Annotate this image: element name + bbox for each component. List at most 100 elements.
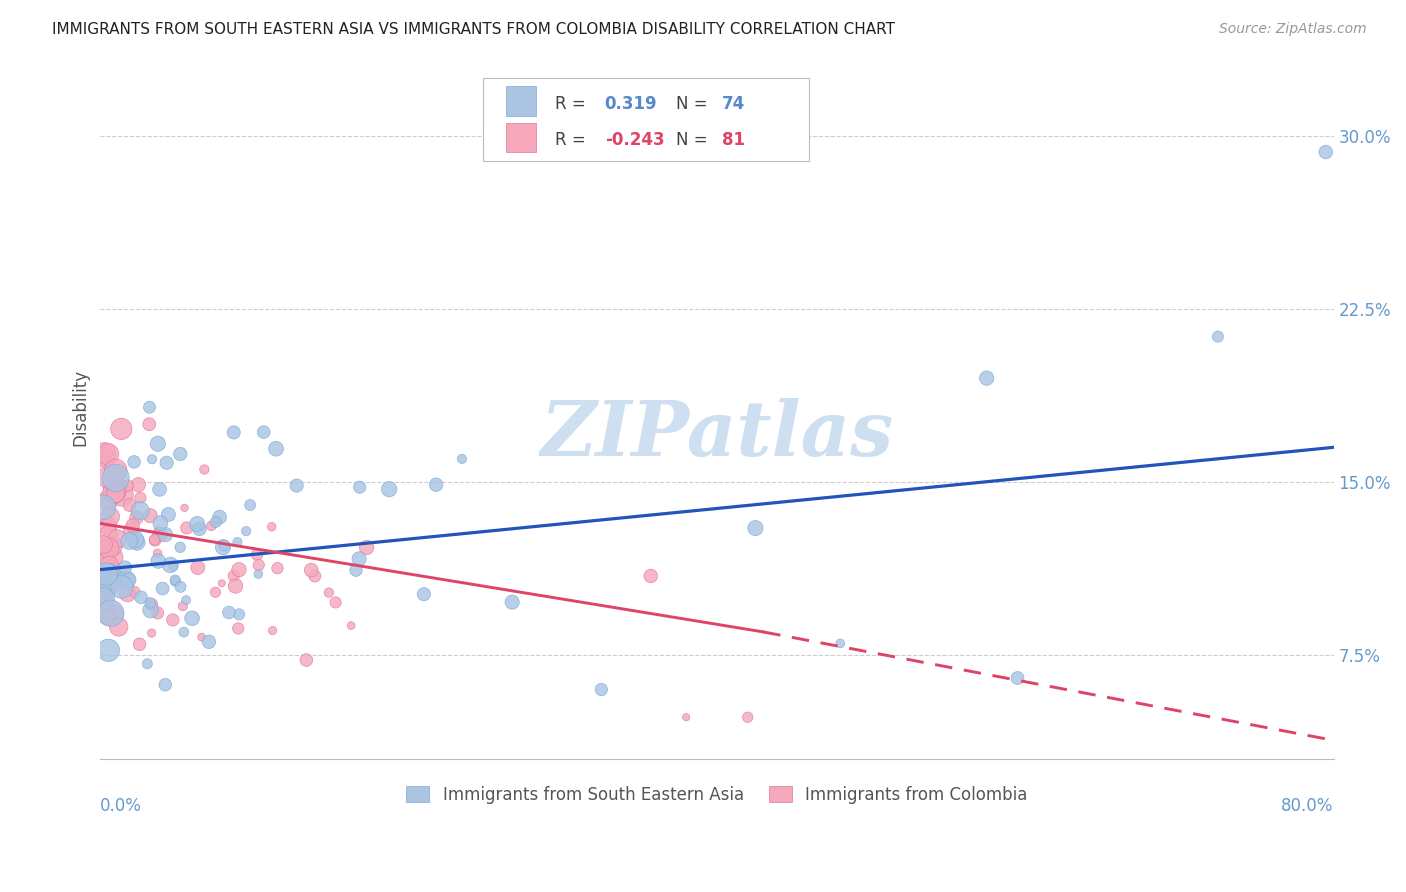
Point: [141, 598, 163, 612]
Point: [218, 606, 240, 620]
Point: [211, 576, 233, 591]
Point: [100, 606, 122, 620]
Text: N =: N =: [676, 95, 707, 113]
Point: [108, 481, 131, 495]
Point: [138, 417, 160, 432]
Point: [325, 595, 347, 609]
Legend: Immigrants from South Eastern Asia, Immigrants from Colombia: Immigrants from South Eastern Asia, Immi…: [399, 779, 1035, 810]
Point: [169, 447, 191, 461]
Point: [122, 455, 145, 469]
Point: [169, 580, 191, 594]
Point: [103, 479, 125, 493]
Point: [139, 596, 162, 610]
Point: [198, 634, 221, 648]
Point: [93, 591, 115, 606]
Point: [451, 451, 474, 466]
Point: [101, 539, 124, 553]
Point: [97, 643, 120, 657]
Point: [172, 599, 194, 614]
Point: [117, 586, 139, 600]
FancyBboxPatch shape: [506, 123, 536, 153]
Point: [97, 447, 120, 461]
Point: [139, 603, 162, 617]
Point: [157, 508, 180, 522]
Point: [304, 569, 326, 583]
Point: [104, 486, 127, 500]
Point: [120, 524, 142, 538]
Point: [100, 562, 122, 576]
Point: [96, 567, 118, 582]
Point: [93, 547, 115, 561]
Point: [146, 436, 169, 450]
Text: 0.319: 0.319: [605, 95, 658, 113]
Point: [190, 630, 212, 644]
Point: [425, 477, 447, 491]
Point: [737, 710, 759, 724]
Point: [103, 550, 125, 565]
Point: [187, 560, 209, 574]
Point: [146, 546, 169, 560]
Point: [97, 492, 120, 507]
Point: [344, 563, 367, 577]
Point: [347, 552, 370, 566]
Point: [115, 573, 138, 587]
Point: [148, 554, 170, 568]
Point: [128, 637, 150, 651]
Point: [205, 515, 228, 529]
Text: 80.0%: 80.0%: [1281, 797, 1333, 815]
Point: [146, 606, 169, 620]
Point: [138, 401, 160, 415]
Text: 74: 74: [721, 95, 745, 113]
Text: R =: R =: [555, 131, 586, 150]
Point: [1007, 671, 1029, 685]
Point: [501, 595, 523, 609]
Point: [97, 470, 120, 484]
Point: [228, 563, 250, 577]
Point: [162, 559, 184, 574]
Point: [247, 567, 270, 582]
Point: [169, 540, 191, 554]
Text: N =: N =: [676, 131, 707, 150]
Point: [318, 585, 340, 599]
Point: [117, 573, 139, 587]
Point: [176, 521, 198, 535]
Point: [110, 422, 132, 436]
Point: [222, 569, 245, 583]
Point: [148, 524, 170, 539]
Point: [976, 371, 998, 385]
Point: [93, 581, 115, 595]
Point: [103, 485, 125, 500]
Point: [98, 558, 121, 572]
Point: [143, 533, 166, 548]
Point: [226, 622, 249, 636]
Point: [1206, 329, 1229, 343]
Point: [94, 542, 117, 557]
Point: [173, 500, 195, 515]
Point: [93, 500, 115, 515]
Point: [118, 498, 141, 512]
Point: [127, 477, 149, 491]
Point: [93, 568, 115, 582]
Point: [235, 524, 257, 538]
Point: [246, 548, 269, 562]
Point: [295, 653, 318, 667]
Text: 81: 81: [721, 131, 745, 150]
Point: [125, 510, 148, 524]
Point: [222, 425, 245, 440]
Point: [97, 568, 120, 582]
Point: [225, 579, 247, 593]
Point: [159, 558, 181, 572]
Text: -0.243: -0.243: [605, 131, 665, 150]
Point: [93, 538, 115, 552]
Point: [200, 519, 222, 533]
Point: [148, 483, 170, 497]
Point: [98, 527, 121, 541]
Point: [118, 534, 141, 549]
Point: [97, 541, 120, 556]
Point: [93, 591, 115, 606]
Point: [205, 514, 228, 528]
Point: [228, 607, 250, 622]
Point: [247, 558, 270, 572]
Point: [105, 532, 128, 546]
Point: [165, 574, 187, 589]
